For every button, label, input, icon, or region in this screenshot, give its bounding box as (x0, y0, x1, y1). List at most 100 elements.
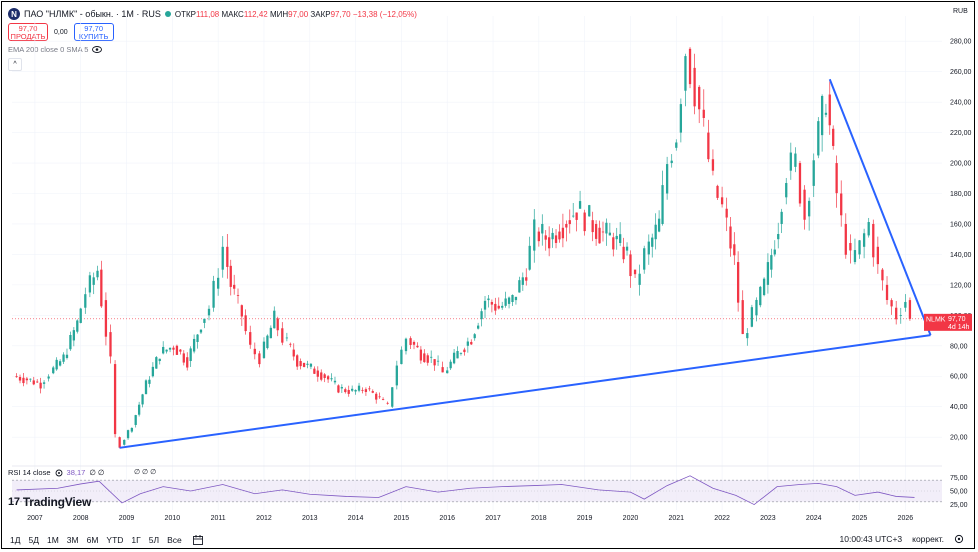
candle-body (113, 364, 117, 435)
price-tag-value: 97,70 (948, 316, 966, 323)
y-tick-label: 80,00 (950, 343, 968, 350)
candle-body (633, 269, 637, 275)
candle-body (412, 341, 416, 345)
timeframe-6[interactable]: YTD (106, 535, 124, 545)
candle-body (638, 273, 641, 285)
candle-body (501, 305, 504, 308)
candle-body (419, 349, 423, 361)
candle-body (299, 361, 302, 367)
candle-body (364, 389, 368, 392)
calendar-icon[interactable] (192, 534, 204, 546)
candle-body (544, 235, 547, 240)
price-tag-countdown: 4d 14h (948, 324, 970, 331)
candle-body (354, 389, 357, 392)
clock[interactable]: 10:00:43 UTC+3 (839, 534, 903, 544)
candle-body (867, 222, 870, 236)
candle-body (741, 300, 744, 335)
candle-body (619, 234, 622, 243)
candle-body (622, 246, 625, 260)
buy-button[interactable]: 97,70 КУПИТЬ (73, 23, 114, 41)
timeframe-8[interactable]: 5Л (148, 535, 160, 545)
candle-body (340, 387, 343, 389)
candle-body (702, 109, 705, 118)
candle-body (688, 48, 692, 85)
candle-body (79, 308, 82, 323)
rsi-legend[interactable]: RSI 14 close 38,17 ∅ ∅ (8, 468, 105, 477)
candle-body (511, 294, 514, 303)
ema-indicator-legend[interactable]: EMA 200 close 0 SMA 5 (8, 45, 103, 54)
currency-label[interactable]: RUB (953, 8, 968, 15)
candle-body (780, 211, 783, 224)
candle-body (643, 248, 646, 270)
candle-body (452, 352, 456, 364)
symbol-title[interactable]: ПАО "НЛМК" - обыкн. · 1M · RUS (24, 9, 161, 19)
candle-body (333, 380, 337, 383)
candle-body (361, 389, 364, 391)
candle-body (141, 394, 144, 405)
tradingview-mark-icon: 17 (8, 496, 20, 508)
candle-body (84, 294, 87, 308)
candle-body (895, 307, 898, 320)
tradingview-logo[interactable]: 17 TradingView (8, 495, 92, 509)
candle-body (817, 121, 820, 156)
candle-body (76, 320, 79, 332)
candle-body (537, 231, 540, 242)
timeframe-5[interactable]: 6М (86, 535, 99, 545)
candle-body (47, 376, 50, 379)
candle-body (463, 349, 466, 353)
candle-body (391, 387, 394, 407)
bottom-toolbar: 1Д 5Д 1М 3М 6М YTD 1Г 5Л Все 10:00:43 UTC+3 корр… (2, 532, 974, 548)
candle-body (217, 277, 220, 289)
candle-body (654, 224, 657, 240)
timeframe-3[interactable]: 1М (46, 535, 59, 545)
candle-body (39, 382, 42, 389)
collapse-legend-button[interactable]: ^ (8, 58, 22, 71)
timeframe-7[interactable]: 1Г (131, 535, 141, 545)
candle-body (684, 56, 687, 91)
eye-icon[interactable] (92, 46, 103, 53)
candle-body (904, 301, 907, 308)
timeframe-4[interactable]: 3М (66, 535, 79, 545)
candle-body (381, 399, 385, 400)
candle-body (507, 297, 511, 304)
timeframe-1[interactable]: 1Д (10, 535, 21, 545)
candle-body (203, 318, 206, 323)
candle-body (824, 112, 828, 115)
x-tick-label: 2008 (73, 515, 89, 522)
candle-body (899, 315, 902, 316)
timeframe-2[interactable]: 5Д (28, 535, 39, 545)
settings-icon[interactable] (55, 469, 63, 477)
candle-body (881, 269, 884, 281)
candle-body (302, 362, 306, 367)
y-tick-label: 160,00 (950, 221, 972, 228)
spread-value: 0,00 (54, 28, 68, 36)
candle-body (777, 234, 780, 240)
x-tick-label: 2024 (806, 515, 822, 522)
candle-body (276, 318, 279, 331)
candle-body (182, 353, 185, 363)
candle-body (647, 241, 650, 255)
y-tick-label: 200,00 (950, 161, 972, 168)
sell-button[interactable]: 97,70 ПРОДАТЬ (8, 23, 48, 41)
x-tick-label: 2015 (394, 515, 410, 522)
x-tick-label: 2021 (668, 515, 684, 522)
candle-body (88, 275, 92, 293)
candle-body (594, 223, 598, 239)
company-logo: N (8, 8, 20, 20)
candle-body (281, 328, 284, 343)
candle-body (716, 185, 719, 198)
candle-body (849, 243, 852, 251)
last-price-tag: NLMK 97,70 4d 14h (924, 313, 972, 331)
x-tick-label: 2019 (577, 515, 593, 522)
gear-icon[interactable] (954, 534, 964, 544)
adjust-toggle[interactable]: коррект. (912, 534, 944, 544)
candle-body (812, 160, 815, 186)
candle-body (441, 367, 444, 373)
candle-body (698, 86, 701, 110)
candle-body (266, 335, 269, 349)
candle-body (229, 265, 232, 287)
candle-body (371, 391, 374, 393)
ohlc-readout: ОТКР111,08 МАКС112,42 МИН97,00 ЗАКР97,70… (174, 9, 417, 19)
timeframe-9[interactable]: Все (167, 535, 182, 545)
